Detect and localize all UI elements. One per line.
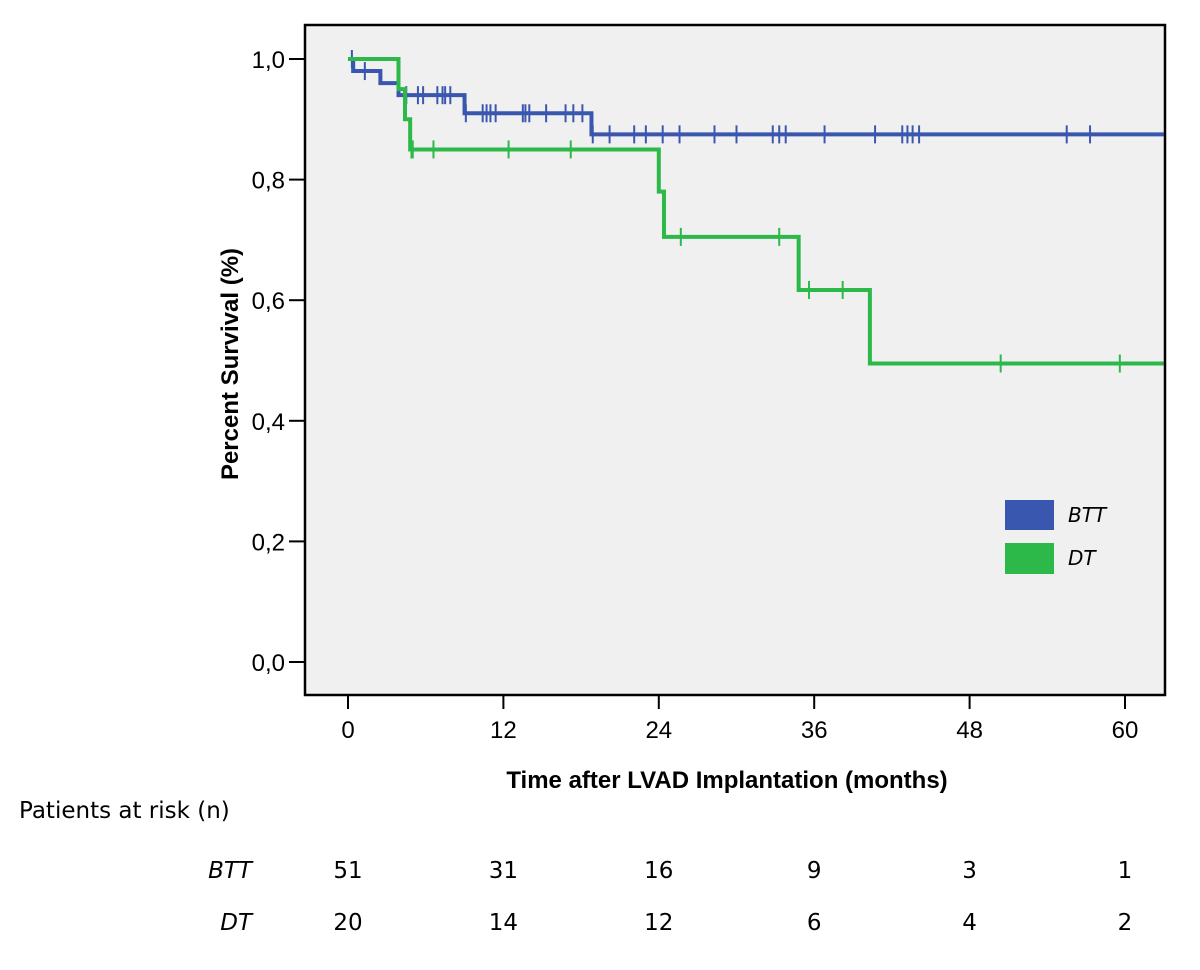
risk-count: 3 [962,858,977,884]
risk-count: 14 [488,910,519,936]
legend-swatch-btt [1005,500,1054,530]
risk-count: 12 [644,910,674,936]
plot-area [305,25,1165,695]
risk-count: 4 [962,910,977,936]
y-tick-label: 0,2 [252,529,285,556]
curves-layer [348,50,1164,373]
legend-label-dt: DT [1068,546,1097,570]
x-tick-label: 48 [956,717,983,744]
risk-table-title: Patients at risk (n) [19,798,230,824]
x-axis: 0 12 24 36 48 60 [341,695,1138,744]
y-tick-label: 0,4 [252,409,285,436]
legend-swatch-dt [1005,543,1054,574]
legend: BTT DT [1005,500,1108,574]
risk-count: 16 [644,858,674,884]
y-axis: 0,0 0,2 0,4 0,6 0,8 1,0 [252,47,305,677]
x-tick-label: 36 [801,717,828,744]
risk-count: 20 [333,910,363,936]
risk-count: 2 [1117,910,1133,936]
x-axis-title: Time after LVAD Implantation (months) [506,767,947,794]
risk-count: 1 [1117,858,1133,884]
x-tick-label: 60 [1112,717,1139,744]
x-tick-label: 24 [645,717,672,744]
y-tick-label: 0,0 [252,650,285,677]
legend-label-btt: BTT [1068,503,1108,527]
survival-chart: 0 12 24 36 48 60 0,0 0,2 0,4 0,6 0,8 1,0 Time afte… [217,23,1167,794]
y-axis-title: Percent Survival (%) [217,248,244,480]
risk-count: 31 [488,858,519,884]
y-tick-label: 0,6 [252,288,285,315]
risk-row-label-btt: BTT [208,858,252,884]
risk-count: 51 [333,858,363,884]
plot-frame [303,23,1167,697]
risk-count: 6 [806,910,822,936]
x-tick-label: 0 [341,717,354,744]
y-tick-label: 0,8 [252,168,285,195]
survival-curve-dt [348,57,1164,366]
y-tick-label: 1,0 [252,47,285,74]
risk-count: 9 [806,858,822,884]
risk-row-label-dt: DT [220,910,252,936]
x-tick-label: 12 [490,717,517,744]
